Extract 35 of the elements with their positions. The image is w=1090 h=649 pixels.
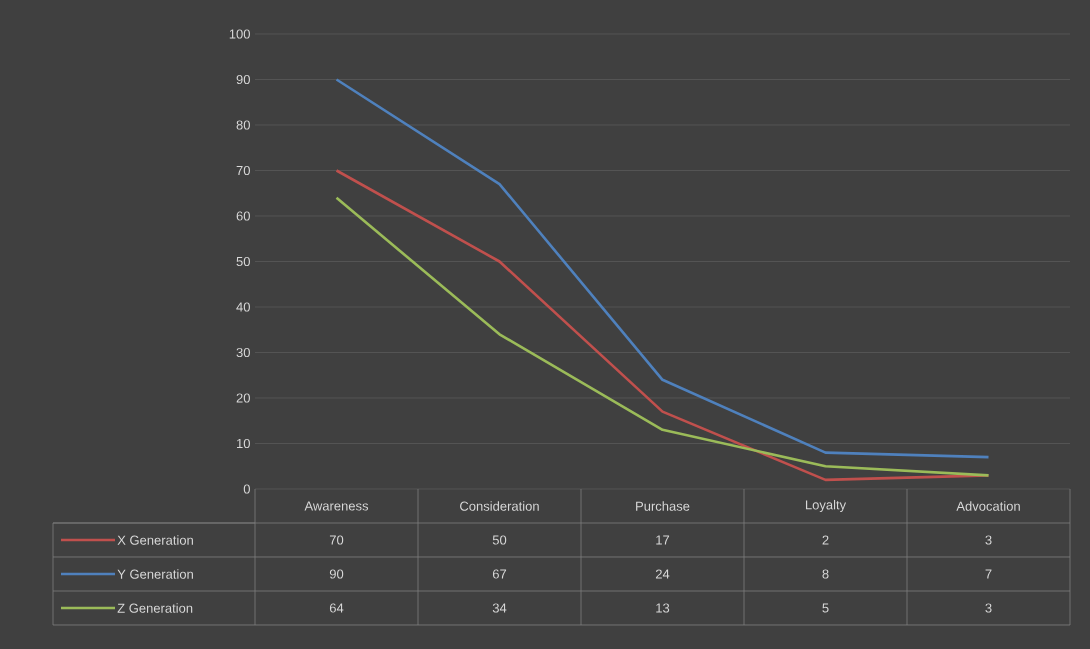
x-tick-label: Loyalty (805, 499, 847, 513)
x-tick-label: Advocation (956, 501, 1020, 511)
data-label: 24 (655, 569, 670, 579)
y-tick-label: 80 (236, 120, 250, 130)
y-tick-label: 40 (236, 302, 250, 312)
data-label: 67 (492, 569, 507, 579)
y-tick-label: 50 (236, 256, 250, 267)
data-label: 3 (985, 535, 992, 545)
y-tick-label: 90 (236, 74, 250, 85)
data-label: 50 (492, 535, 507, 545)
y-tick-label: 100 (229, 29, 250, 39)
y-tick-label: 60 (236, 211, 250, 221)
y-tick-label: 30 (236, 347, 250, 358)
data-label: 90 (329, 569, 344, 579)
data-label: 34 (492, 603, 507, 613)
data-label: 17 (656, 535, 670, 545)
y-tick-label: 20 (236, 393, 250, 403)
y-tick-label: 0 (243, 484, 250, 494)
data-label: 7 (985, 569, 992, 579)
data-label: 8 (822, 569, 829, 579)
x-tick-label: Purchase (636, 501, 690, 511)
line-series (335, 78, 990, 459)
legend-label: X Generation (117, 535, 193, 545)
legend-label: Z Generation (117, 603, 193, 613)
data-label: 2 (822, 535, 829, 545)
data-label: 70 (329, 535, 344, 545)
legend-label: Y Generation (117, 569, 193, 579)
data-label: 13 (656, 603, 670, 613)
y-tick-label: 70 (236, 165, 250, 176)
data-label: 64 (329, 603, 344, 613)
x-tick-label: Consideration (460, 501, 539, 511)
x-tick-label: Awareness (304, 501, 369, 511)
data-label: 5 (822, 603, 829, 613)
data-label: 3 (985, 603, 992, 613)
y-tick-label: 10 (237, 438, 250, 449)
